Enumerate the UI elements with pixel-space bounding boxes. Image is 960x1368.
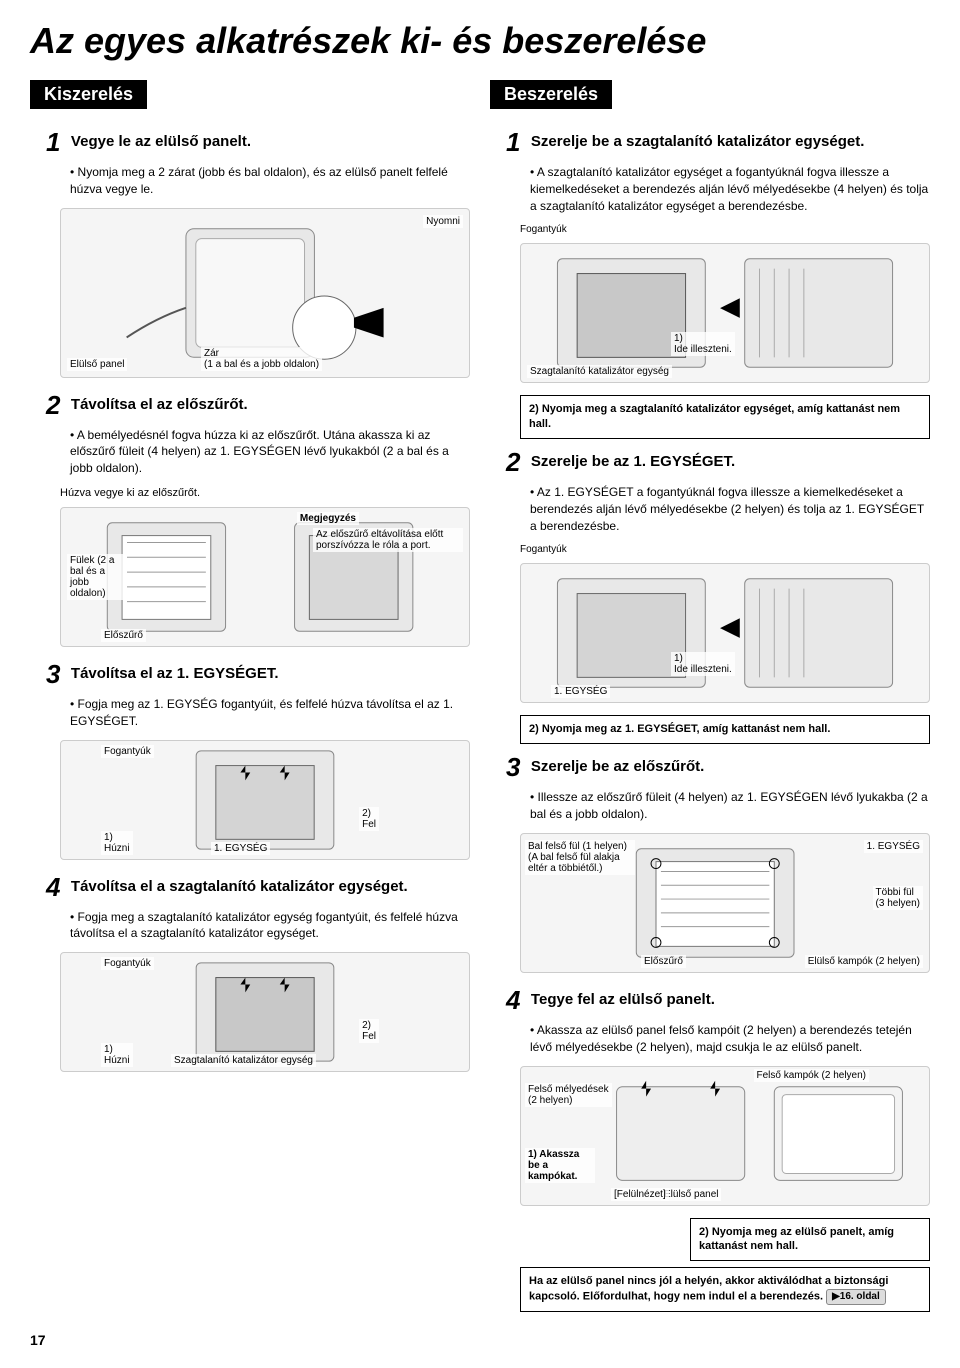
figure-label-pull: 1) Húzni [101,1043,133,1067]
right-step-2: 2 Szerelje be az 1. EGYSÉGET. [506,447,930,478]
pull-instruction: Húzva vegye ki az előszűrőt. [60,487,470,499]
figure-label-unit: Szagtalanító katalizátor egység [527,365,672,378]
page-reference-badge: ▶16. oldal [826,1289,886,1305]
step-body: Az 1. EGYSÉGET a fogantyúknál fogva ille… [530,484,930,534]
note-body: Az előszűrő eltávolítása előtt porszívóz… [313,528,463,552]
figure-label-other-tabs: Többi fül (3 helyen) [873,886,923,910]
figure-label-deodorizer: Szagtalanító katalizátor egység [171,1054,316,1067]
step-body: A szagtalanító katalizátor egységet a fo… [530,164,930,214]
figure-label-front-hooks: Elülső kampók (2 helyen) [805,955,923,968]
section-header-install: Beszerelés [490,80,612,109]
figure-label-prefilter: Előszűrő [101,629,146,642]
step-title: Szerelje be a szagtalanító katalizátor e… [531,133,864,150]
figure-label-handles: Fogantyúk [520,544,930,555]
figure-label-top-hooks: Felső kampók (2 helyen) [754,1069,870,1082]
step-title: Távolítsa el a szagtalanító katalizátor … [71,878,408,895]
figure-label-handles: Fogantyúk [101,957,154,970]
step-number: 1 [46,127,60,158]
step-body: Illessze az előszűrő füleit (4 helyen) a… [530,789,930,823]
figure-label-top-recesses: Felső mélyedések (2 helyen) [525,1083,612,1107]
page-number: 17 [30,1332,930,1348]
figure-label-front-panel: Elülső panel [67,358,127,371]
warning-box: Ha az elülső panel nincs jól a helyén, a… [520,1267,930,1311]
figure-install-prefilter: Bal felső fül (1 helyen) (A bal felső fü… [520,833,930,973]
figure-label-top-left-tab: Bal felső fül (1 helyen) (A bal felső fü… [525,840,635,875]
figure-remove-unit1: Fogantyúk 1) Húzni 2) Fel 1. EGYSÉG [60,740,470,860]
figure-remove-deodorizer: Fogantyúk 1) Húzni 2) Fel Szagtalanító k… [60,952,470,1072]
callout-press-unit1: 2) Nyomja meg az 1. EGYSÉGET, amíg katta… [520,715,930,744]
figure-label-unit1: 1. EGYSÉG [864,840,923,853]
figure-label-prefilter: Előszűrő [641,955,686,968]
step-number: 2 [46,390,60,421]
step-number: 1 [506,127,520,158]
right-step-4: 4 Tegye fel az elülső panelt. [506,985,930,1016]
figure-label-lock: Zár (1 a bal és a jobb oldalon) [201,347,322,371]
step-title: Távolítsa el az 1. EGYSÉGET. [71,665,279,682]
note-title-text: Megjegyzés [300,513,356,524]
callout-press-front-panel: 2) Nyomja meg az elülső panelt, amíg kat… [690,1218,930,1262]
step-body: Fogja meg a szagtalanító katalizátor egy… [70,909,470,943]
figure-label-handles: Fogantyúk [520,224,930,235]
step-title: Távolítsa el az előszűrőt. [71,396,248,413]
step-body: Akassza az elülső panel felső kampóit (2… [530,1022,930,1056]
right-column: Beszerelés 1 Szerelje be a szagtalanító … [490,80,930,1318]
step-body: Fogja meg az 1. EGYSÉG fogantyúit, és fe… [70,696,470,730]
step-title: Szerelje be az 1. EGYSÉGET. [531,453,735,470]
step-title: Vegye le az elülső panelt. [71,133,251,150]
callout-press-deodorizer: 2) Nyomja meg a szagtalanító katalizátor… [520,395,930,439]
left-step-4: 4 Távolítsa el a szagtalanító katalizáto… [46,872,470,903]
step-number: 3 [506,752,520,783]
section-header-removal: Kiszerelés [30,80,147,109]
left-step-1: 1 Vegye le az elülső panelt. [46,127,470,158]
step-number: 3 [46,659,60,690]
figure-label-up: 2) Fel [359,807,379,831]
figure-label-front-panel: Elülső panel [661,1188,721,1201]
figure-install-unit1: 1) Ide illeszteni. 1. EGYSÉG [520,563,930,703]
step-title: Szerelje be az előszűrőt. [531,758,704,775]
figure-install-deodorizer: 1) Ide illeszteni. Szagtalanító katalizá… [520,243,930,383]
figure-label-hook-action: 1) Akassza be a kampókat. [525,1148,595,1183]
step-title: Tegye fel az elülső panelt. [531,991,715,1008]
columns: Kiszerelés 1 Vegye le az elülső panelt. … [30,80,930,1318]
page-title: Az egyes alkatrészek ki- és beszerelése [30,20,930,62]
note-title: Megjegyzés [297,512,359,525]
left-step-3: 3 Távolítsa el az 1. EGYSÉGET. [46,659,470,690]
right-step-1: 1 Szerelje be a szagtalanító katalizátor… [506,127,930,158]
figure-label-pull: 1) Húzni [101,831,133,855]
figure-remove-front-panel: Nyomni Elülső panel Zár (1 a bal és a jo… [60,208,470,378]
step-body: Nyomja meg a 2 zárat (jobb és bal oldalo… [70,164,470,198]
figure-label-unit1: 1. EGYSÉG [211,842,270,855]
step-body: A bemélyedésnél fogva húzza ki az előszű… [70,427,470,477]
figure-label-handles: Fogantyúk [101,745,154,758]
figure-label-top-view: [Felülnézet] [611,1188,669,1201]
figure-label-insert-here: 1) Ide illeszteni. [671,652,735,676]
figure-label-press: Nyomni [423,215,463,228]
step-number: 2 [506,447,520,478]
step-number: 4 [506,985,520,1016]
figure-remove-prefilter: Megjegyzés Az előszűrő eltávolítása előt… [60,507,470,647]
figure-label-unit1: 1. EGYSÉG [551,685,610,698]
figure-label-insert-here: 1) Ide illeszteni. [671,332,735,356]
left-column: Kiszerelés 1 Vegye le az elülső panelt. … [30,80,470,1318]
left-step-2: 2 Távolítsa el az előszűrőt. [46,390,470,421]
figure-label-up: 2) Fel [359,1019,379,1043]
figure-label-tabs: Fülek (2 a bal és a jobb oldalon) [67,554,127,600]
right-step-3: 3 Szerelje be az előszűrőt. [506,752,930,783]
figure-install-front-panel: Felső kampók (2 helyen) Felső mélyedések… [520,1066,930,1206]
step-number: 4 [46,872,60,903]
